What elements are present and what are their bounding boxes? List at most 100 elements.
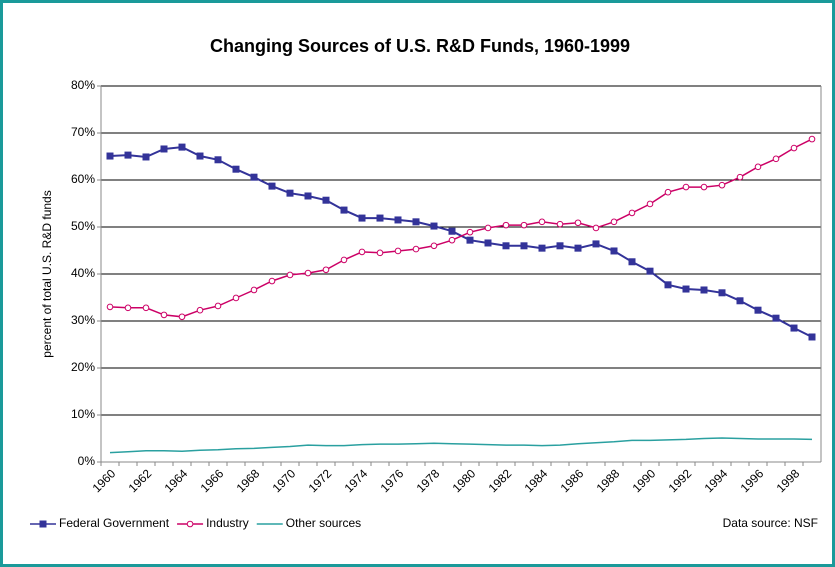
data-point [232, 165, 240, 173]
data-point [736, 297, 744, 305]
data-point [628, 258, 636, 266]
y-tick-label: 10% [71, 407, 95, 421]
data-point [754, 163, 762, 171]
data-point [646, 267, 654, 275]
data-point [286, 189, 294, 197]
data-point [376, 249, 384, 257]
data-point [646, 200, 654, 208]
legend-marker [39, 520, 47, 528]
legend-marker [186, 520, 194, 528]
data-point [502, 221, 510, 229]
data-point [790, 144, 798, 152]
data-point [250, 173, 258, 181]
legend-label: Other sources [286, 516, 361, 530]
data-point [448, 236, 456, 244]
data-point [502, 242, 510, 250]
data-point [340, 206, 348, 214]
y-tick-label: 20% [71, 360, 95, 374]
data-point [520, 221, 528, 229]
data-point [700, 286, 708, 294]
data-point [466, 228, 474, 236]
data-point [196, 152, 204, 160]
data-point [808, 333, 816, 341]
data-point [682, 183, 690, 191]
y-tick-label: 80% [71, 78, 95, 92]
data-point [592, 224, 600, 232]
data-point [142, 153, 150, 161]
data-point [106, 303, 114, 311]
data-point [484, 224, 492, 232]
data-point [556, 220, 564, 228]
data-point [790, 324, 798, 332]
data-point [682, 285, 690, 293]
y-tick-label: 50% [71, 219, 95, 233]
y-tick-label: 0% [78, 454, 96, 468]
data-point [178, 313, 186, 321]
data-point [466, 236, 474, 244]
series-line [109, 437, 813, 454]
data-point [268, 277, 276, 285]
data-point [430, 242, 438, 250]
data-point [412, 245, 420, 253]
data-point [160, 311, 168, 319]
data-point [124, 304, 132, 312]
data-point [736, 173, 744, 181]
y-tick-label: 70% [71, 125, 95, 139]
data-point [430, 222, 438, 230]
data-point [322, 266, 330, 274]
y-tick-label: 60% [71, 172, 95, 186]
legend-label: Industry [206, 516, 249, 530]
data-point [214, 156, 222, 164]
data-point [124, 151, 132, 159]
data-point [394, 216, 402, 224]
data-point [718, 289, 726, 297]
data-point [322, 196, 330, 204]
data-point [340, 256, 348, 264]
data-point [358, 214, 366, 222]
data-point [448, 227, 456, 235]
data-point [610, 218, 618, 226]
series-line [109, 138, 813, 318]
data-point [250, 286, 258, 294]
data-point [574, 219, 582, 227]
data-point [358, 248, 366, 256]
chart-title: Changing Sources of U.S. R&D Funds, 1960… [210, 36, 630, 56]
data-point [232, 294, 240, 302]
data-point [214, 302, 222, 310]
data-point [160, 145, 168, 153]
y-tick-label: 30% [71, 313, 95, 327]
data-point [808, 135, 816, 143]
data-point [610, 247, 618, 255]
data-point [664, 188, 672, 196]
data-point [196, 306, 204, 314]
data-point [772, 155, 780, 163]
data-point [574, 244, 582, 252]
y-axis-label: percent of total U.S. R&D funds [40, 190, 54, 357]
annotation: Data source: NSF [723, 516, 818, 530]
data-point [376, 214, 384, 222]
data-point [754, 306, 762, 314]
data-point [286, 271, 294, 279]
data-point [106, 152, 114, 160]
data-point [538, 218, 546, 226]
data-point [718, 181, 726, 189]
data-point [592, 240, 600, 248]
data-point [412, 218, 420, 226]
data-point [142, 304, 150, 312]
data-point [538, 244, 546, 252]
data-point [394, 247, 402, 255]
data-point [628, 209, 636, 217]
data-point [304, 192, 312, 200]
data-point [556, 242, 564, 250]
legend-label: Federal Government [59, 516, 170, 530]
data-point [664, 281, 672, 289]
data-point [268, 182, 276, 190]
data-point [484, 239, 492, 247]
data-point [178, 143, 186, 151]
y-tick-label: 40% [71, 266, 95, 280]
data-point [772, 314, 780, 322]
data-point [304, 269, 312, 277]
